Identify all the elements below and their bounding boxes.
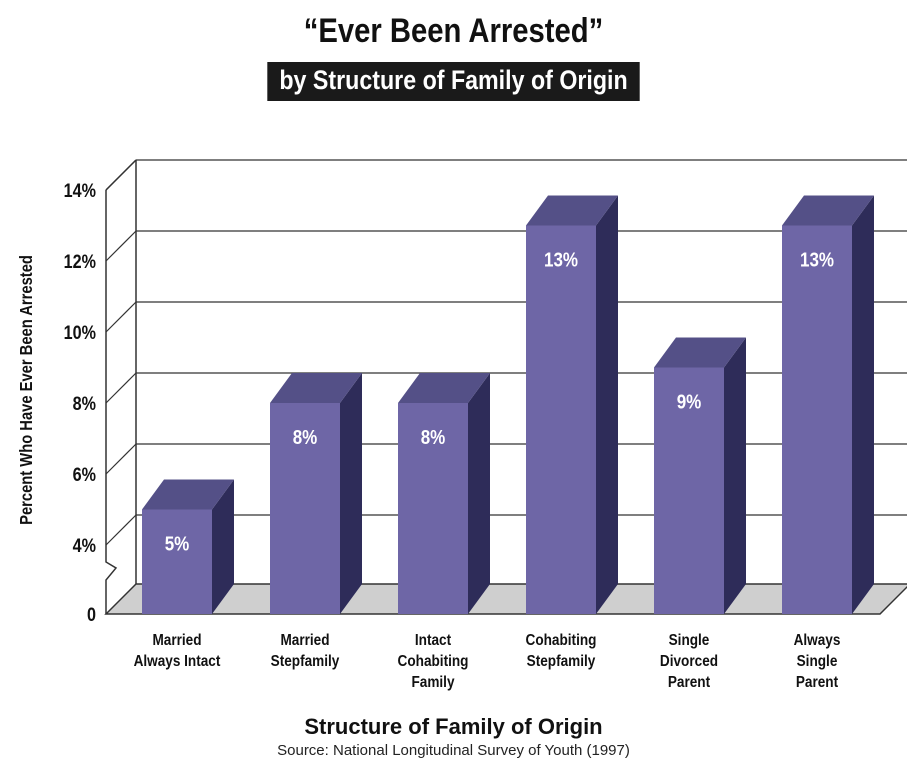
data-label: 8% (293, 426, 318, 449)
bar-top (654, 337, 746, 368)
data-label: 13% (544, 248, 578, 271)
chart-subtitle: by Structure of Family of Origin (267, 62, 640, 101)
x-tick-label: Family (411, 674, 455, 691)
y-tick-label: 8% (73, 393, 97, 415)
y-tick-label: 14% (64, 180, 97, 202)
bar-side (596, 195, 618, 614)
gridline-diagonal (105, 159, 137, 191)
bar-side (468, 373, 490, 614)
x-tick-label: Single (797, 653, 838, 670)
x-tick-label: Married (280, 632, 329, 649)
bar (526, 225, 596, 614)
bar-top (526, 195, 618, 226)
x-tick-label: Cohabiting (526, 632, 597, 649)
x-tick-label: Stepfamily (271, 653, 340, 670)
subtitle-box: by Structure of Family of Origin (0, 62, 907, 101)
chart-title: “Ever Been Arrested” (303, 12, 604, 50)
bar (782, 225, 852, 614)
bar (654, 367, 724, 614)
bar (270, 403, 340, 614)
gridline-diagonal (105, 514, 137, 546)
source-note: Source: National Longitudinal Survey of … (277, 742, 630, 759)
bar-side (340, 373, 362, 614)
x-tick-label: Parent (796, 674, 838, 691)
bar-top (398, 373, 490, 403)
gridline-diagonal (105, 301, 137, 333)
bar-top (782, 195, 874, 226)
y-tick-label: 12% (64, 251, 97, 273)
labels-layer: 0 4% 6% 8% 10% 12% 14% Percent Who Have Ever Be… (17, 180, 841, 692)
bar-side (212, 479, 234, 614)
data-label: 5% (165, 532, 190, 555)
y-axis-line (105, 190, 118, 614)
bars-layer (142, 195, 874, 614)
y-tick-label: 6% (73, 464, 97, 486)
x-tick-label: Cohabiting (398, 653, 469, 670)
bar-top (142, 479, 234, 510)
x-tick-label: Stepfamily (527, 653, 596, 670)
y-tick-label: 10% (64, 322, 97, 344)
bar (398, 403, 468, 614)
x-tick-label: Always (794, 632, 841, 649)
bar-side (852, 195, 874, 614)
y-tick-label: 0 (87, 604, 96, 626)
x-tick-label: Married (152, 632, 201, 649)
x-tick-label: Single (669, 632, 710, 649)
x-tick-label: Parent (668, 674, 710, 691)
gridline-diagonal (105, 443, 137, 475)
bar-side (724, 337, 746, 614)
x-tick-label: Intact (415, 632, 451, 649)
x-tick-label: Divorced (660, 653, 718, 670)
data-label: 8% (421, 426, 446, 449)
data-label: 13% (800, 248, 834, 271)
x-tick-label: Always Intact (134, 653, 221, 670)
gridline-diagonal (105, 372, 137, 404)
data-label: 9% (677, 390, 702, 413)
gridlines-layer (105, 159, 907, 614)
x-axis-title: Structure of Family of Origin (304, 714, 603, 739)
bar (142, 509, 212, 614)
y-axis-title: Percent Who Have Ever Been Arrested (17, 255, 37, 525)
bar-top (270, 373, 362, 403)
gridline-diagonal (105, 230, 137, 262)
y-tick-label: 4% (73, 535, 97, 557)
